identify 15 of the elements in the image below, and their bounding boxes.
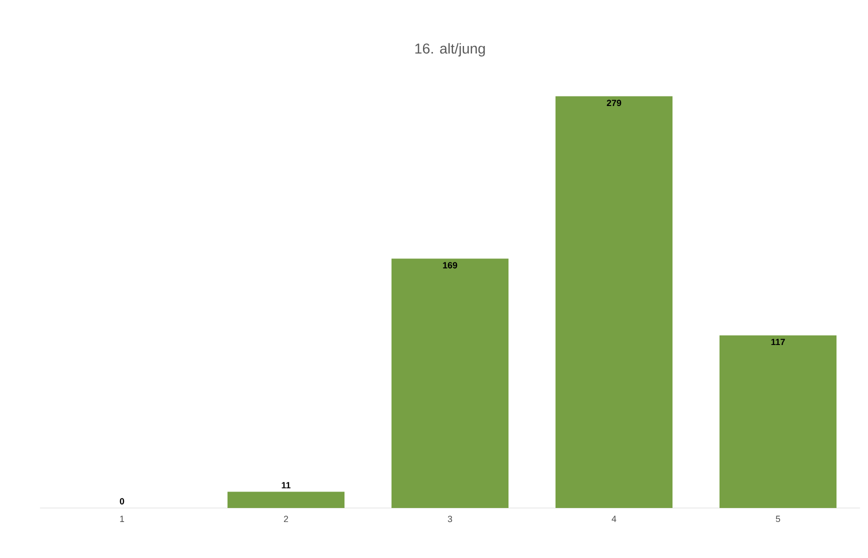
data-label: 117 [771, 338, 785, 346]
data-label: 11 [282, 482, 290, 488]
data-label: 0 [120, 498, 124, 504]
x-tick-label: 1 [120, 516, 124, 522]
x-tick-label: 3 [448, 516, 452, 522]
bar [720, 335, 837, 508]
data-label: 279 [606, 100, 622, 106]
bar [556, 96, 673, 508]
x-tick-label: 5 [776, 516, 780, 522]
x-tick-label: 4 [612, 516, 616, 522]
chart-title: 16. alt/jung [415, 43, 485, 57]
data-label: 169 [443, 262, 458, 268]
bar [392, 258, 509, 508]
bar [228, 492, 345, 508]
x-tick-label: 2 [284, 516, 288, 522]
